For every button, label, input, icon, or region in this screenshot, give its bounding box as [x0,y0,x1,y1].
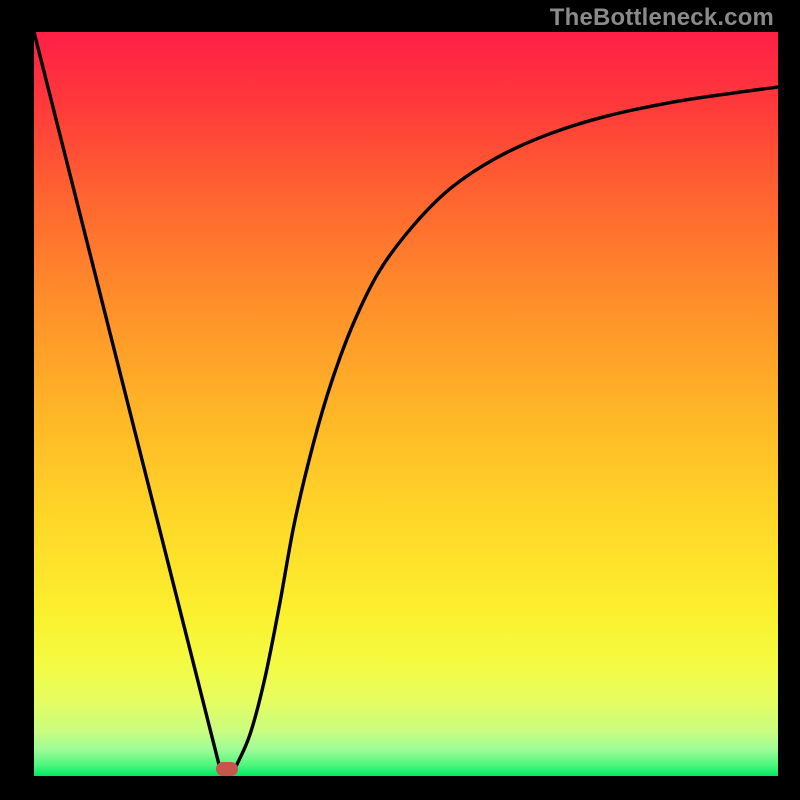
chart-frame: TheBottleneck.com [0,0,800,800]
watermark-text: TheBottleneck.com [550,4,774,32]
optimum-marker [216,762,238,776]
plot-area [34,32,778,776]
plot-svg [34,32,778,776]
plot-background [34,32,778,776]
